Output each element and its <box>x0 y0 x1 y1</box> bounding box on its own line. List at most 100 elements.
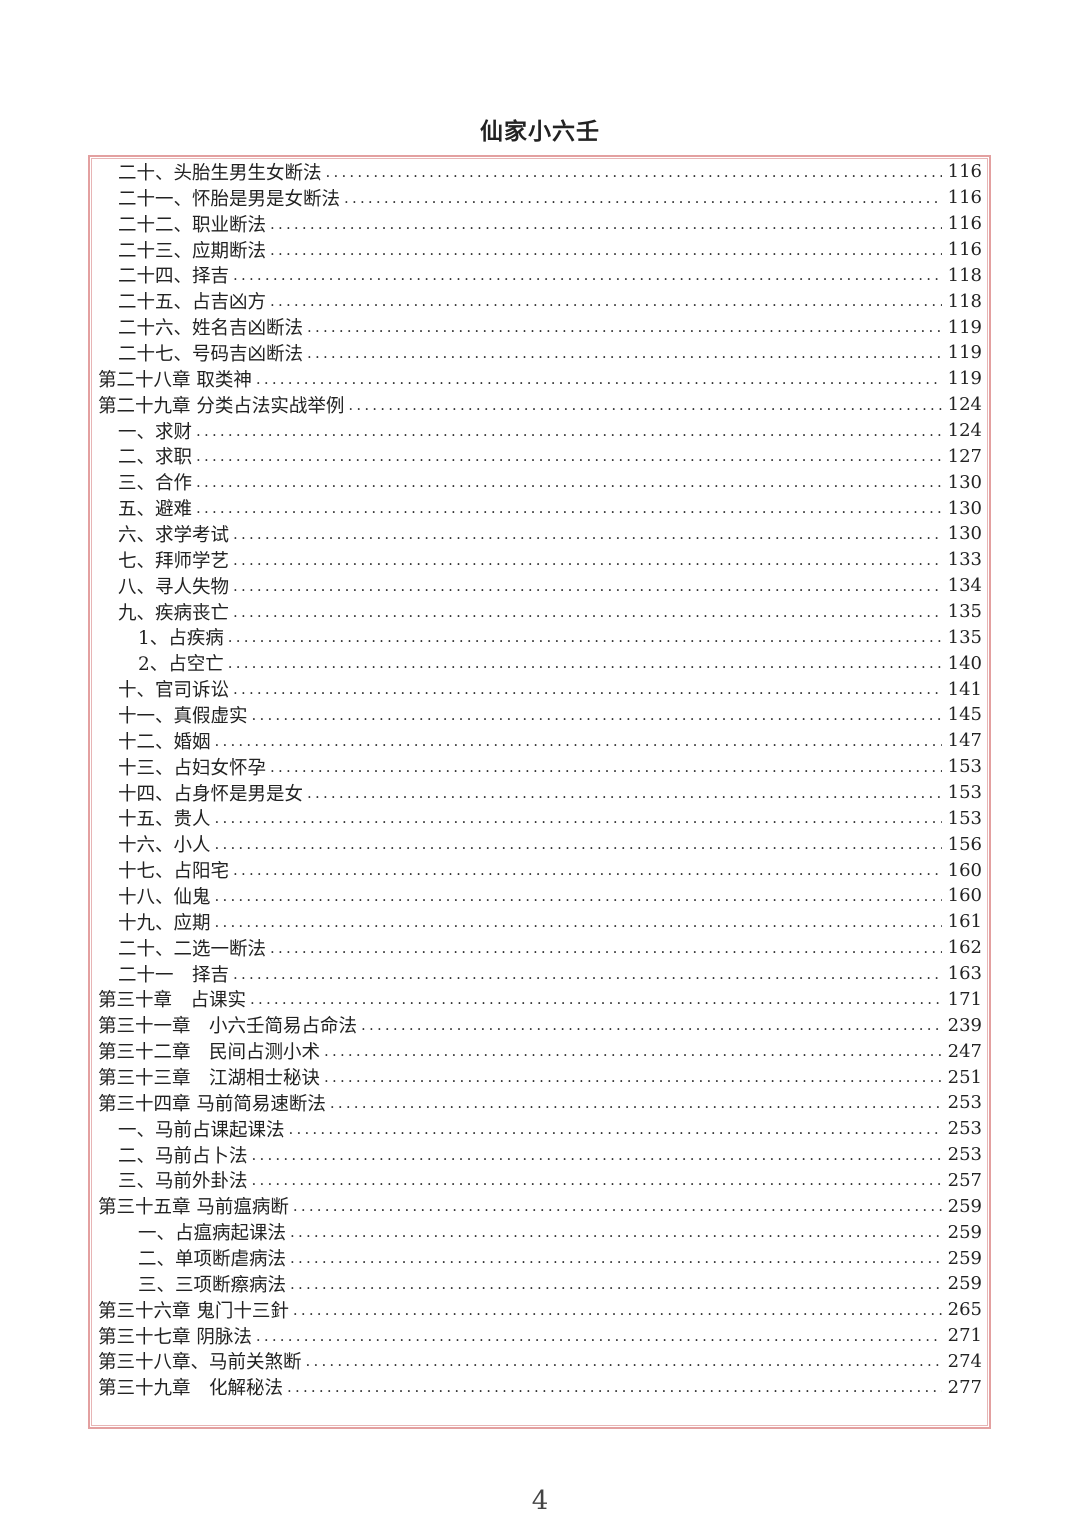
toc-entry[interactable]: 第三十一章 小六壬简易占命法..........................… <box>98 1012 982 1039</box>
toc-entry[interactable]: 第二十八章 取类神...............................… <box>98 365 982 392</box>
toc-entry[interactable]: 一、马前占课起课法...............................… <box>98 1115 982 1142</box>
toc-entry[interactable]: 六、求学考试..................................… <box>98 520 982 547</box>
toc-entry-label: 十八、仙鬼 <box>118 883 215 909</box>
toc-entry-label: 一、求财 <box>118 417 197 444</box>
toc-entry-label: 九、疾病丧亡 <box>118 598 234 625</box>
toc-entry[interactable]: 二十六、姓名吉凶断法..............................… <box>98 314 982 341</box>
document-title: 仙家小六壬 <box>480 119 600 145</box>
toc-entry[interactable]: 十九、应期...................................… <box>98 908 982 935</box>
toc-entry[interactable]: 十二、婚姻...................................… <box>98 727 982 754</box>
toc-entry-label: 第三十三章 江湖相士秘诀 <box>98 1064 325 1091</box>
leader-dots: ........................................… <box>233 861 942 880</box>
toc-entry[interactable]: 第三十八章、马前关煞断.............................… <box>98 1348 982 1375</box>
leader-dots: ........................................… <box>290 1274 942 1293</box>
toc-entry-page: 153 <box>941 782 982 804</box>
leader-dots: ........................................… <box>270 757 942 776</box>
toc-entry[interactable]: 十一、真假虚实.................................… <box>98 701 982 728</box>
toc-entry[interactable]: 二十七、号码吉凶断法..............................… <box>98 339 982 366</box>
toc-entry[interactable]: 五、避难....................................… <box>98 495 982 522</box>
leader-dots: ........................................… <box>233 964 942 983</box>
toc-entry-label: 第二十九章 分类占法实战举例 <box>98 391 349 418</box>
toc-entry[interactable]: 二十、头胎生男生女断法.............................… <box>98 158 982 185</box>
toc-border <box>88 155 991 1429</box>
toc-entry[interactable]: 二十一、怀胎是男是女断法............................… <box>98 184 982 211</box>
leader-dots: ........................................… <box>344 188 942 207</box>
toc-entry[interactable]: 二、单项断虐病法................................… <box>98 1245 982 1272</box>
leader-dots: ........................................… <box>324 1068 942 1086</box>
toc-entry[interactable]: 十、官司诉讼..................................… <box>98 676 982 703</box>
toc-entry[interactable]: 2、占空亡...................................… <box>98 650 982 677</box>
toc-entry[interactable]: 八、寻人失物..................................… <box>98 572 982 599</box>
toc-entry[interactable]: 七、拜师学艺..................................… <box>98 546 982 573</box>
toc-entry-page: 259 <box>941 1195 982 1217</box>
leader-dots: ........................................… <box>270 240 942 259</box>
toc-entry[interactable]: 1、占疾病...................................… <box>98 624 982 651</box>
toc-entry[interactable]: 第三十九章 化解秘法..............................… <box>98 1374 982 1401</box>
toc-entry[interactable]: 二十、二选一断法................................… <box>98 934 982 961</box>
toc-entry[interactable]: 十六、小人...................................… <box>98 831 982 858</box>
toc-entry[interactable]: 十八、仙鬼...................................… <box>98 883 982 909</box>
toc-entry[interactable]: 第三十章 占课实................................… <box>98 986 982 1013</box>
leader-dots: ........................................… <box>214 731 942 750</box>
toc-entry-label: 十四、占身怀是男是女 <box>118 779 308 806</box>
toc-entry-page: 247 <box>941 1040 982 1062</box>
leader-dots: ........................................… <box>227 654 942 673</box>
toc-entry-label: 第三十六章 鬼门十三針 <box>98 1296 293 1323</box>
toc-entry-label: 二十二、职业断法 <box>118 210 271 237</box>
toc-entry-page: 271 <box>941 1325 982 1347</box>
toc-entry-page: 277 <box>941 1376 982 1398</box>
toc-entry[interactable]: 十五、贵人...................................… <box>98 805 982 832</box>
toc-entry[interactable]: 十七、占阳宅..................................… <box>98 857 982 884</box>
toc-entry-page: 161 <box>941 911 982 933</box>
toc-entry-label: 2、占空亡 <box>138 650 228 677</box>
toc-entry[interactable]: 二十五、占吉凶方................................… <box>98 288 982 315</box>
toc-entry[interactable]: 十三、占妇女怀孕................................… <box>98 753 982 780</box>
toc-entry-label: 二十一 择吉 <box>118 960 234 987</box>
toc-entry[interactable]: 二十四、择吉..................................… <box>98 262 982 289</box>
toc-entry[interactable]: 一、求财....................................… <box>98 417 982 444</box>
leader-dots: ........................................… <box>196 447 942 466</box>
toc-entry-label: 二十七、号码吉凶断法 <box>118 339 308 366</box>
toc-entry-label: 第二十八章 取类神 <box>98 365 256 392</box>
toc-entry[interactable]: 三、三项断瘵病法................................… <box>98 1270 982 1297</box>
leader-dots: ........................................… <box>233 576 942 595</box>
toc-entry[interactable]: 二十三、应期断法................................… <box>98 236 982 263</box>
toc-entry[interactable]: 第三十六章 鬼门十三針.............................… <box>98 1296 982 1323</box>
leader-dots: ........................................… <box>250 990 942 1009</box>
toc-entry[interactable]: 二、马前占卜法.................................… <box>98 1141 982 1168</box>
toc-entry[interactable]: 二十二、职业断法................................… <box>98 210 982 237</box>
toc-entry-label: 三、马前外卦法 <box>118 1167 252 1194</box>
toc-entry-page: 274 <box>941 1350 982 1372</box>
toc-entry[interactable]: 一、占瘟病起课法................................… <box>98 1219 982 1246</box>
leader-dots: ........................................… <box>270 292 942 311</box>
toc-entry[interactable]: 三、合作....................................… <box>98 469 982 496</box>
toc-entry[interactable]: 第二十九章 分类占法实战举例..........................… <box>98 391 982 418</box>
toc-entry[interactable]: 第三十五章 马前瘟病断.............................… <box>98 1193 982 1220</box>
toc-entry[interactable]: 三、马前外卦法.................................… <box>98 1167 982 1194</box>
leader-dots: ........................................… <box>196 421 942 440</box>
toc-entry-page: 127 <box>941 445 982 467</box>
toc-entry-label: 二十四、择吉 <box>118 262 234 289</box>
toc-entry[interactable]: 二、求职....................................… <box>98 443 982 470</box>
toc-entry-page: 118 <box>941 264 982 286</box>
toc-entry-page: 163 <box>941 963 982 985</box>
toc-entry-label: 二、马前占卜法 <box>118 1141 252 1168</box>
toc-entry-label: 十九、应期 <box>118 908 215 935</box>
toc-entry-label: 二十、二选一断法 <box>118 934 271 961</box>
toc-entry[interactable]: 第三十三章 江湖相士秘诀............................… <box>98 1064 982 1091</box>
leader-dots: ........................................… <box>292 1300 942 1319</box>
toc-entry-page: 259 <box>941 1247 982 1269</box>
toc-entry-page: 116 <box>941 213 982 235</box>
toc-entry-page: 171 <box>941 988 982 1010</box>
toc-entry[interactable]: 第三十二章 民间占测小术............................… <box>98 1038 982 1065</box>
toc-entry[interactable]: 第三十四章 马前简易速断法...........................… <box>98 1089 982 1116</box>
toc-entry[interactable]: 九、疾病丧亡..................................… <box>98 598 982 625</box>
toc-entry-label: 第三十八章、马前关煞断 <box>98 1348 306 1375</box>
toc-entry-page: 116 <box>941 161 982 183</box>
leader-dots: ........................................… <box>348 395 942 414</box>
toc-entry-page: 141 <box>941 678 982 700</box>
toc-entry[interactable]: 第三十七章 阴脉法...............................… <box>98 1322 982 1349</box>
toc-entry[interactable]: 十四、占身怀是男是女..............................… <box>98 779 982 806</box>
leader-dots: ........................................… <box>214 912 942 931</box>
toc-entry[interactable]: 二十一 择吉..................................… <box>98 960 982 987</box>
